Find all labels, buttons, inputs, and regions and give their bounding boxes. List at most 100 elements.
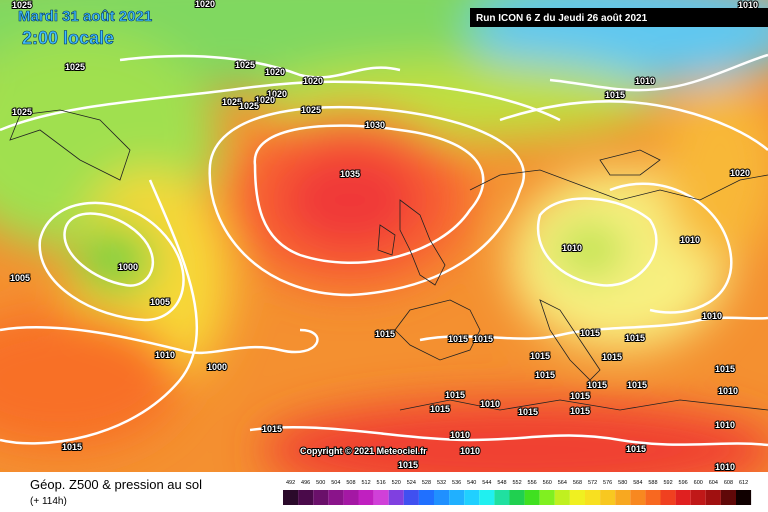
scale-label: 592 (663, 480, 672, 486)
scale-cell (283, 490, 299, 505)
isobar-label: 1025 (12, 0, 32, 10)
scale-cell (615, 490, 631, 505)
scale-cell (434, 490, 450, 505)
isobar-label: 1005 (10, 273, 30, 283)
copyright: Copyright © 2021 Meteociel.fr (300, 446, 427, 456)
scale-cell (630, 490, 646, 505)
scale-cell (494, 490, 510, 505)
isobar-label: 1025 (12, 107, 32, 117)
isobar-label: 1015 (535, 370, 555, 380)
scale-cell (313, 490, 329, 505)
isobar-label: 1010 (450, 430, 470, 440)
isobar-label: 1015 (570, 391, 590, 401)
isobar-label: 1015 (375, 329, 395, 339)
isobar-label: 1015 (602, 352, 622, 362)
scale-cell (298, 490, 314, 505)
isobar-label: 1025 (65, 62, 85, 72)
isobar-label: 1025 (239, 101, 259, 111)
scale-cell (388, 490, 404, 505)
scale-label: 584 (633, 480, 642, 486)
scale-label: 568 (573, 480, 582, 486)
footer-subtitle: (+ 114h) (30, 496, 67, 507)
isobars (0, 53, 768, 447)
scale-cell (690, 490, 706, 505)
scale-cell (328, 490, 344, 505)
scale-cell (720, 490, 736, 505)
scale-label: 600 (694, 480, 703, 486)
isobar-label: 1015 (587, 380, 607, 390)
scale-label: 516 (377, 480, 386, 486)
scale-cell (373, 490, 389, 505)
scale-label: 596 (679, 480, 688, 486)
scale-cell (645, 490, 661, 505)
color-scale: 492 496 500 504 508 512 516 520 524 528 532 536 540 5… (283, 480, 752, 505)
isobar-label: 1000 (118, 262, 138, 272)
isobar-label: 1015 (473, 334, 493, 344)
scale-cell (358, 490, 374, 505)
scale-cell (449, 490, 465, 505)
scale-label: 552 (512, 480, 521, 486)
isobar-label: 1035 (340, 169, 360, 179)
scale-cell (464, 490, 480, 505)
scale-label: 508 (346, 480, 355, 486)
isobar-label: 1010 (155, 350, 175, 360)
scale-cell (524, 490, 540, 505)
isobar-label: 1015 (448, 334, 468, 344)
scale-label: 560 (543, 480, 552, 486)
date: Mardi 31 août 2021 (18, 8, 152, 25)
isobar-label: 1015 (62, 442, 82, 452)
isobar-label: 1020 (730, 168, 750, 178)
isobar-label: 1020 (195, 0, 215, 9)
scale-cell (736, 490, 752, 505)
scale-cell (479, 490, 495, 505)
isobar-label: 1010 (715, 462, 735, 472)
isobar-label: 1005 (150, 297, 170, 307)
scale-cell (705, 490, 721, 505)
scale-label: 556 (528, 480, 537, 486)
isobar-label: 1010 (718, 386, 738, 396)
scale-label: 612 (739, 480, 748, 486)
isobar-label: 1015 (605, 90, 625, 100)
isobar-label: 1010 (460, 446, 480, 456)
scale-label: 608 (724, 480, 733, 486)
scale-label: 528 (422, 480, 431, 486)
isobar-label: 1015 (626, 444, 646, 454)
coastlines (9, 109, 768, 411)
isobar-label: 1015 (262, 424, 282, 434)
isobar-label: 1010 (702, 311, 722, 321)
scale-cell (675, 490, 691, 505)
scale-cell (343, 490, 359, 505)
isobar-label: 1010 (680, 235, 700, 245)
isobar-label: 1000 (207, 362, 227, 372)
isobar-label: 1015 (398, 460, 418, 470)
isobar-label: 1015 (530, 351, 550, 361)
isobar-label: 1010 (635, 76, 655, 86)
scale-label: 512 (361, 480, 370, 486)
scale-cell (539, 490, 555, 505)
isobar-label: 1010 (562, 243, 582, 253)
isobar-label: 1015 (430, 404, 450, 414)
scale-label: 580 (618, 480, 627, 486)
isobar-label: 1020 (267, 89, 287, 99)
scale-cell (554, 490, 570, 505)
isobar-label: 1030 (365, 120, 385, 130)
isobar-label: 1025 (222, 97, 242, 107)
scale-label: 500 (316, 480, 325, 486)
scale-label: 588 (648, 480, 657, 486)
footer-title: Géop. Z500 & pression au sol (30, 477, 202, 492)
isobar-label: 1015 (445, 390, 465, 400)
isobar-label: 1015 (570, 406, 590, 416)
scale-label: 524 (407, 480, 416, 486)
isobar-label: 1020 (303, 76, 323, 86)
isobar-label: 1010 (715, 420, 735, 430)
isobar-label: 1015 (715, 364, 735, 374)
isobar-label: 1015 (518, 407, 538, 417)
scale-cell (403, 490, 419, 505)
scale-label: 564 (558, 480, 567, 486)
scale-label: 496 (301, 480, 310, 486)
scale-label: 532 (437, 480, 446, 486)
